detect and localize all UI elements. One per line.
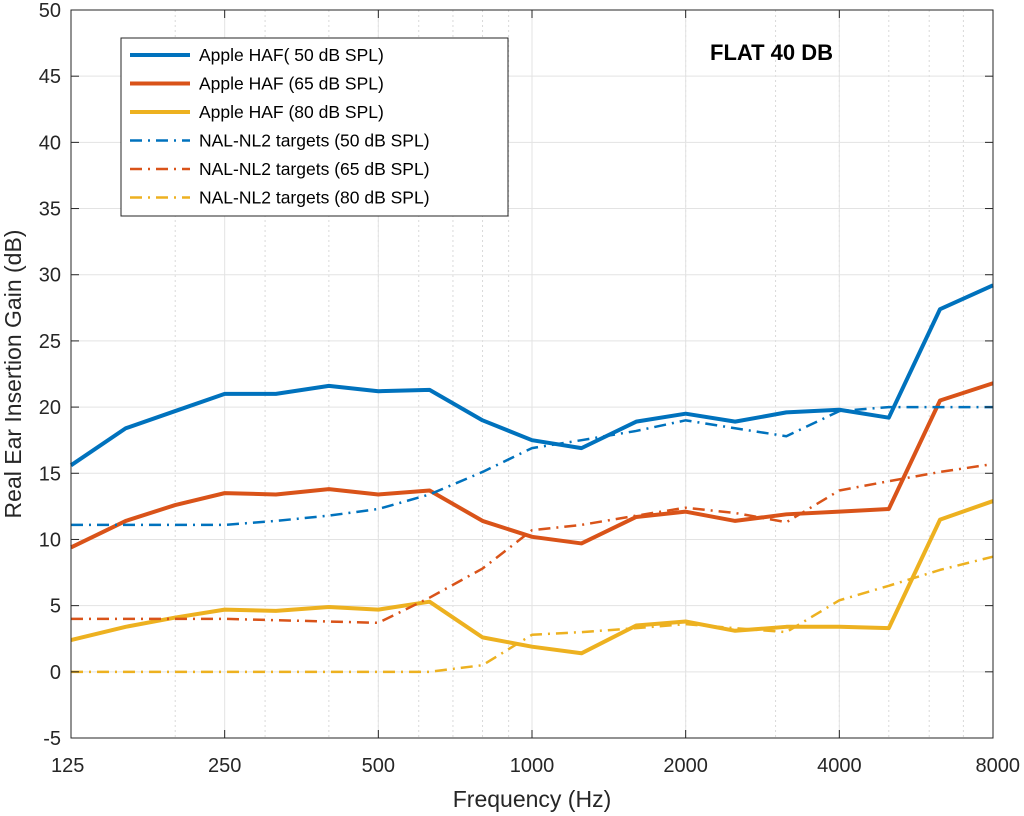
y-tick-label: -5 xyxy=(43,728,61,750)
y-tick-label: 15 xyxy=(39,463,61,485)
y-tick-label: 30 xyxy=(39,265,61,287)
legend: Apple HAF( 50 dB SPL) Apple HAF (65 dB SP… xyxy=(120,37,509,217)
y-tick-labels: -5 0 5 10 15 20 25 30 35 40 45 50 xyxy=(39,0,61,750)
y-axis-label: Real Ear Insertion Gain (dB) xyxy=(0,230,26,519)
chart-annotation: FLAT 40 DB xyxy=(710,40,833,65)
legend-label-2: Apple HAF (80 dB SPL) xyxy=(199,102,384,122)
y-tick-label: 5 xyxy=(50,596,61,618)
y-tick-label: 20 xyxy=(39,397,61,419)
y-tick-label: 40 xyxy=(39,132,61,154)
series-line-2 xyxy=(70,499,994,656)
series-dashdot-line-3 xyxy=(71,405,993,527)
legend-label-3: NAL-NL2 targets (50 dB SPL) xyxy=(199,131,430,151)
x-axis-label: Frequency (Hz) xyxy=(453,786,611,812)
y-tick-label: 25 xyxy=(39,331,61,353)
tick-marks xyxy=(70,9,994,739)
x-tick-labels: 125 250 500 1000 2000 4000 8000 xyxy=(51,755,1020,777)
y-tick-label: 50 xyxy=(39,0,61,22)
y-tick-label: 10 xyxy=(39,529,61,551)
x-tick-label: 8000 xyxy=(976,755,1021,777)
legend-label-5: NAL-NL2 targets (80 dB SPL) xyxy=(199,188,430,208)
y-tick-label: 0 xyxy=(50,662,61,684)
y-tick-label: 45 xyxy=(39,66,61,88)
x-tick-label: 1000 xyxy=(510,755,555,777)
x-tick-label: 250 xyxy=(208,755,241,777)
x-tick-label: 125 xyxy=(51,755,84,777)
series-layer xyxy=(69,283,994,674)
legend-box xyxy=(120,37,509,217)
legend-label-0: Apple HAF( 50 dB SPL) xyxy=(199,45,384,65)
series-line-1 xyxy=(70,381,994,550)
series-dashdot-line-4 xyxy=(71,462,994,625)
x-tick-label: 4000 xyxy=(817,755,862,777)
legend-label-1: Apple HAF (65 dB SPL) xyxy=(199,74,384,94)
series-line-0 xyxy=(69,283,994,467)
y-tick-label: 35 xyxy=(39,199,61,221)
legend-label-4: NAL-NL2 targets (65 dB SPL) xyxy=(199,159,430,179)
series-dashdot-line-5 xyxy=(71,555,994,674)
x-tick-label: 500 xyxy=(362,755,395,777)
x-tick-label: 2000 xyxy=(663,755,708,777)
